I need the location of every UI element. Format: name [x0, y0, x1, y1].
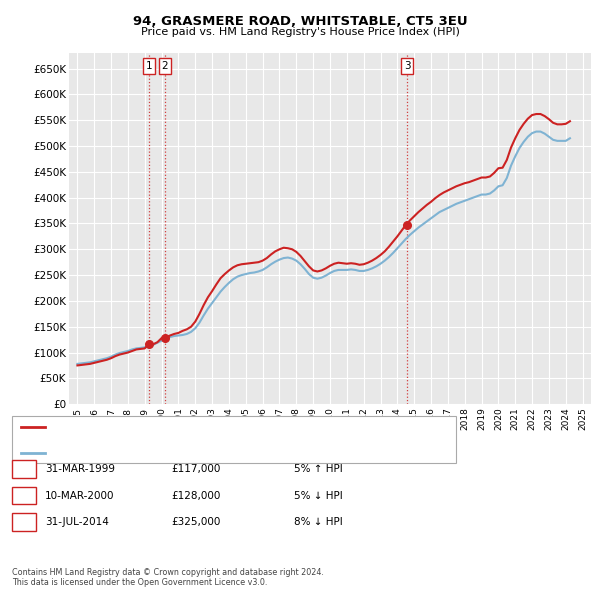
Text: 31-JUL-2014: 31-JUL-2014 — [45, 517, 109, 527]
Text: 3: 3 — [20, 517, 28, 527]
Text: £128,000: £128,000 — [171, 491, 220, 500]
Text: 31-MAR-1999: 31-MAR-1999 — [45, 464, 115, 474]
Text: HPI: Average price, detached house, Canterbury: HPI: Average price, detached house, Cant… — [49, 448, 279, 457]
Text: Contains HM Land Registry data © Crown copyright and database right 2024.
This d: Contains HM Land Registry data © Crown c… — [12, 568, 324, 587]
Text: 2: 2 — [161, 61, 168, 71]
Text: 3: 3 — [404, 61, 410, 71]
Text: 94, GRASMERE ROAD, WHITSTABLE, CT5 3EU (detached house): 94, GRASMERE ROAD, WHITSTABLE, CT5 3EU (… — [49, 422, 349, 431]
Text: 5% ↑ HPI: 5% ↑ HPI — [294, 464, 343, 474]
Text: 94, GRASMERE ROAD, WHITSTABLE, CT5 3EU: 94, GRASMERE ROAD, WHITSTABLE, CT5 3EU — [133, 15, 467, 28]
Text: Price paid vs. HM Land Registry's House Price Index (HPI): Price paid vs. HM Land Registry's House … — [140, 27, 460, 37]
Text: 10-MAR-2000: 10-MAR-2000 — [45, 491, 115, 500]
Text: £117,000: £117,000 — [171, 464, 220, 474]
Text: £325,000: £325,000 — [171, 517, 220, 527]
Text: 5% ↓ HPI: 5% ↓ HPI — [294, 491, 343, 500]
Text: 1: 1 — [146, 61, 152, 71]
Text: 1: 1 — [20, 464, 28, 474]
Text: 2: 2 — [20, 491, 28, 500]
Text: 8% ↓ HPI: 8% ↓ HPI — [294, 517, 343, 527]
